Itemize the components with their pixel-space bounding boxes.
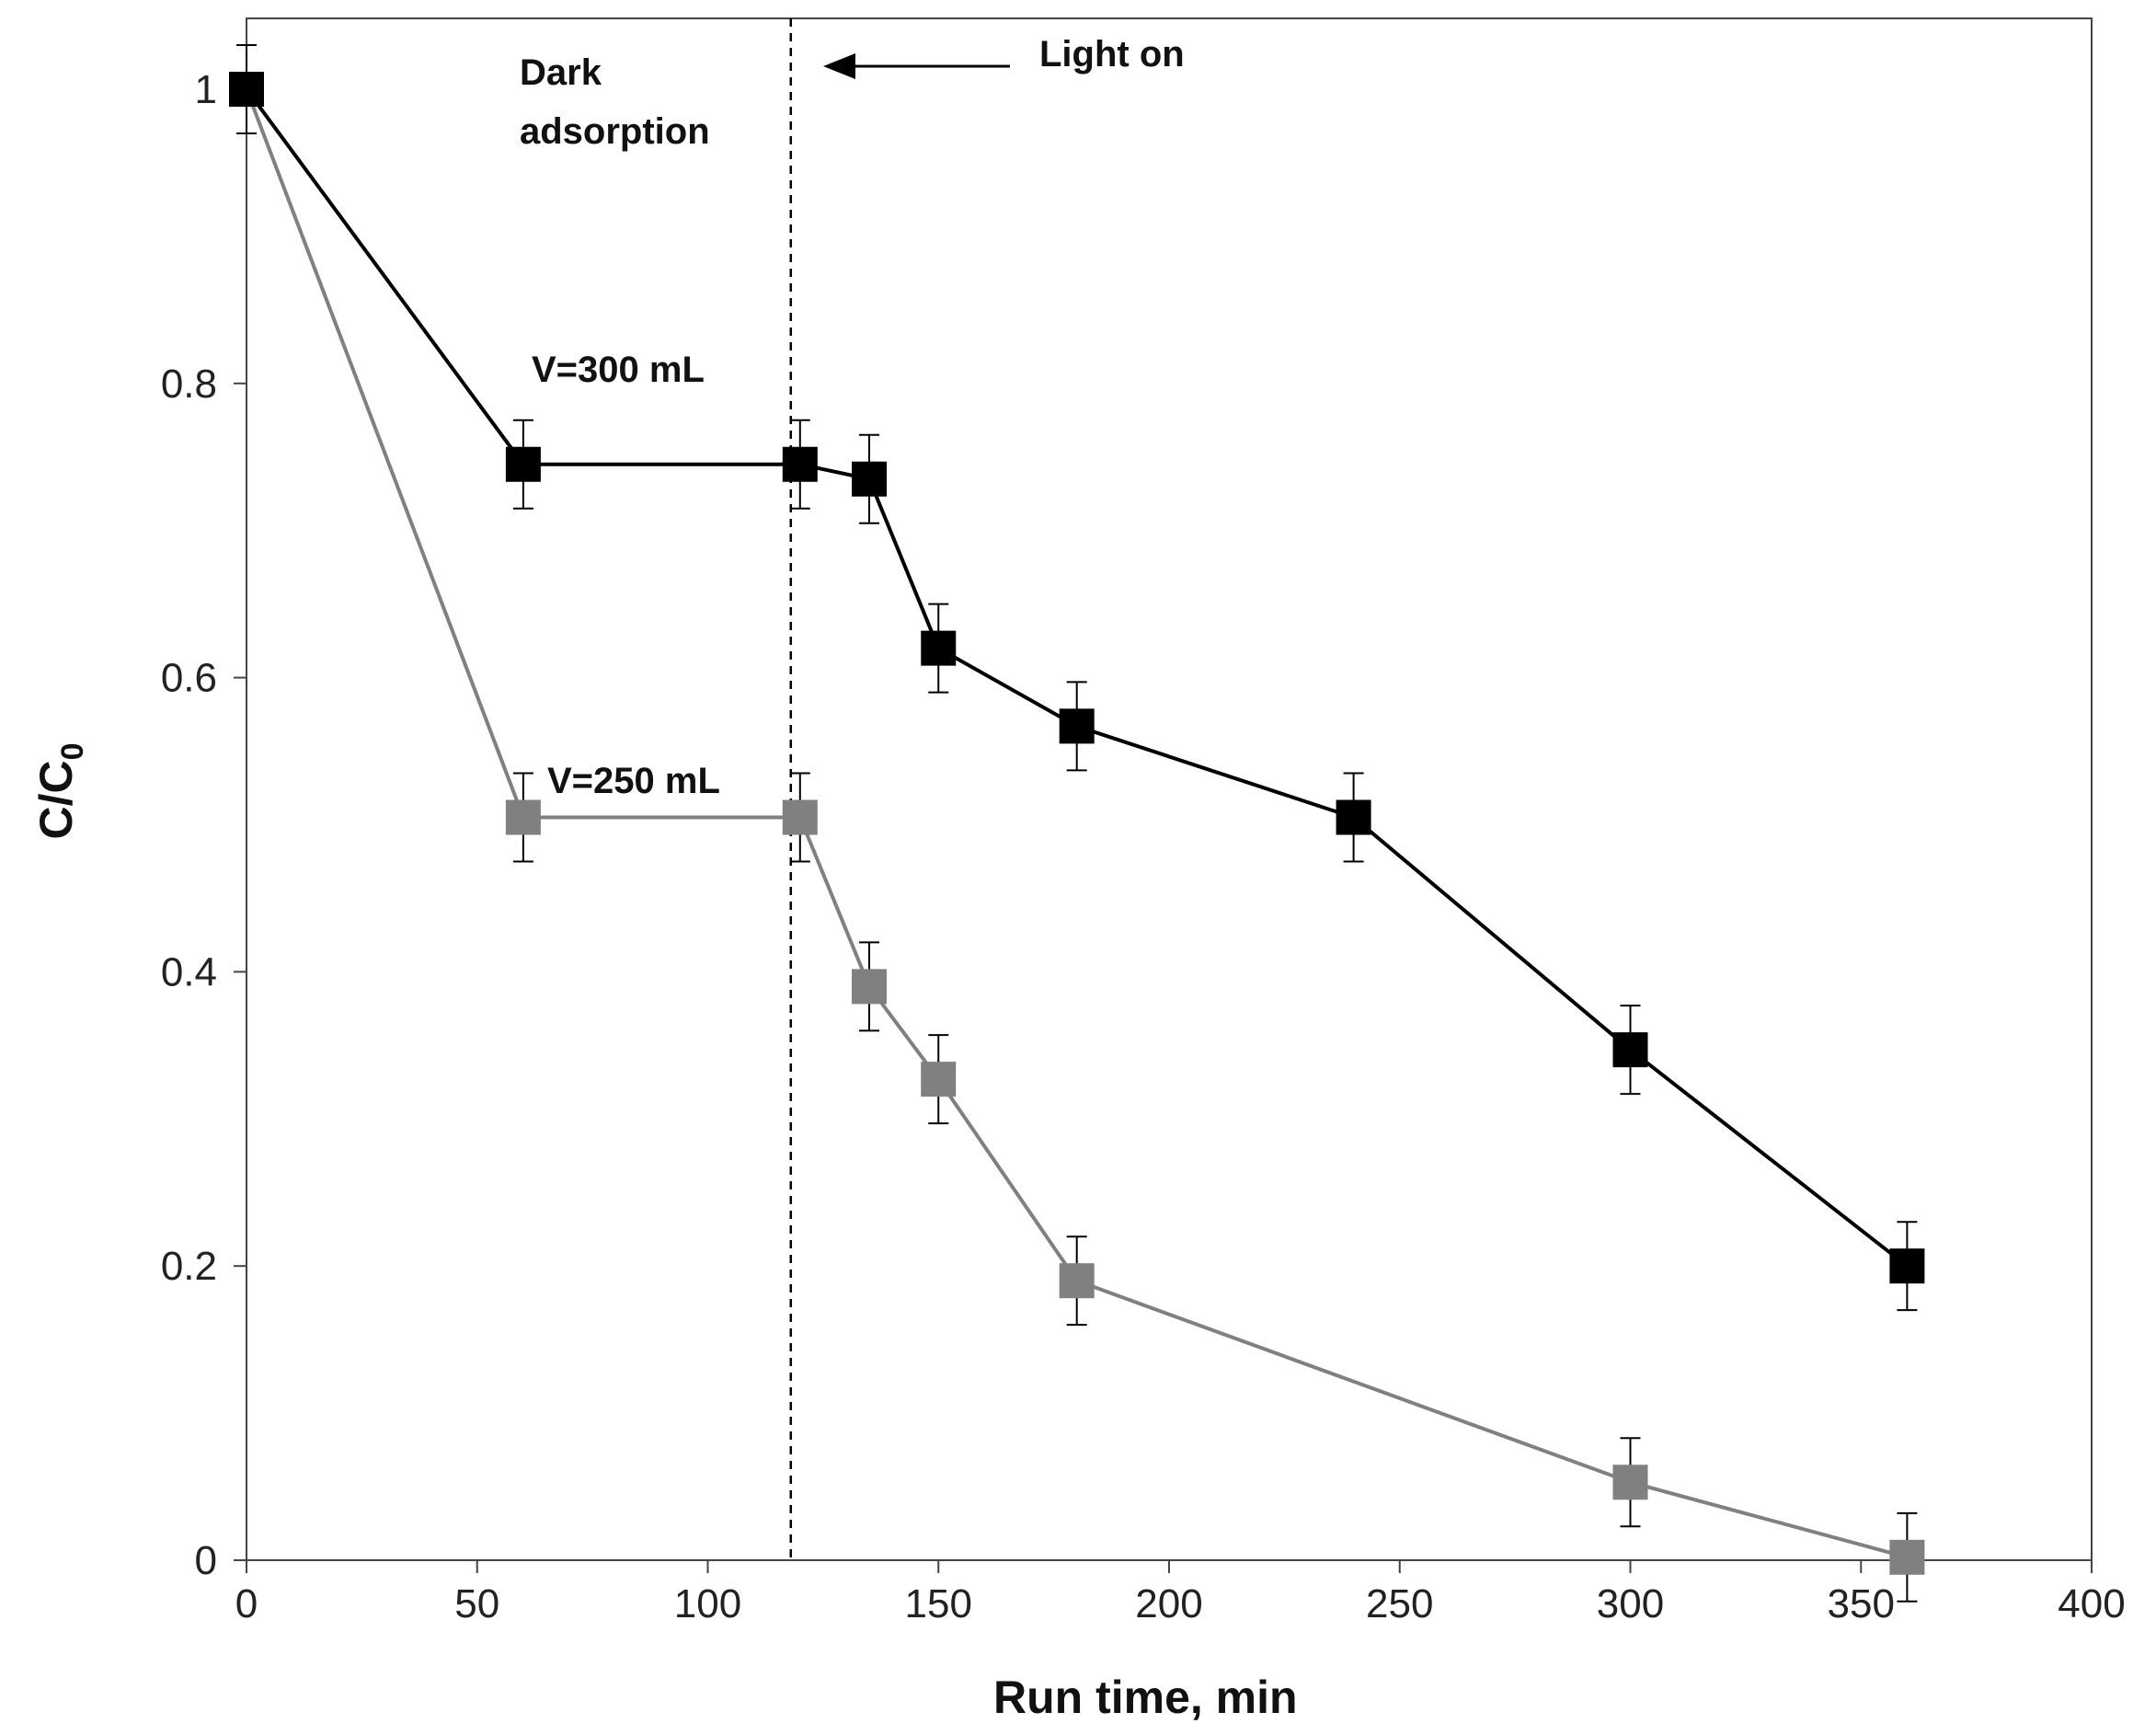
x-tick-label: 350 bbox=[1828, 1581, 1895, 1626]
data-point bbox=[782, 446, 818, 482]
data-point bbox=[1889, 1539, 1925, 1575]
x-tick-label: 0 bbox=[235, 1581, 258, 1626]
y-tick-label: 0.6 bbox=[161, 656, 217, 701]
data-point bbox=[505, 446, 541, 482]
x-tick-label: 50 bbox=[454, 1581, 499, 1626]
data-point bbox=[1059, 708, 1095, 744]
annotation-adsorption: adsorption bbox=[520, 111, 710, 152]
data-point bbox=[1889, 1248, 1925, 1284]
data-point bbox=[921, 1062, 957, 1097]
y-tick-label: 0.2 bbox=[161, 1244, 217, 1289]
label-v300: V=300 mL bbox=[532, 350, 705, 390]
x-tick-label: 100 bbox=[674, 1581, 741, 1626]
data-point bbox=[1612, 1032, 1648, 1068]
label-v250: V=250 mL bbox=[547, 761, 720, 801]
data-point bbox=[1336, 799, 1371, 835]
x-tick-label: 250 bbox=[1366, 1581, 1433, 1626]
annotation-light-on: Light on bbox=[1039, 34, 1185, 75]
axes-layer: 0 50 100 150 200 250 300 350 400 0 0.2 0.4 0.6 0.8 1 bbox=[161, 18, 2126, 1626]
data-point bbox=[505, 799, 541, 835]
x-axis-title: Run time, min bbox=[993, 1672, 1298, 1723]
light-on-arrow bbox=[823, 53, 1010, 79]
y-tick-label: 0.8 bbox=[161, 362, 217, 407]
data-point bbox=[852, 969, 888, 1005]
x-tick-label: 150 bbox=[905, 1581, 972, 1626]
svg-text:C/C0: C/C0 bbox=[30, 742, 90, 839]
series-layer bbox=[229, 44, 1925, 1603]
y-axis-title: C/C0 bbox=[30, 742, 90, 839]
data-point bbox=[782, 799, 818, 835]
annotation-dark: Dark bbox=[520, 52, 602, 93]
series-line bbox=[245, 88, 1908, 1559]
data-point bbox=[1612, 1465, 1648, 1500]
x-tick-label: 400 bbox=[2058, 1581, 2125, 1626]
x-tick-label: 200 bbox=[1135, 1581, 1202, 1626]
data-point bbox=[229, 72, 264, 107]
data-point bbox=[921, 630, 957, 666]
y-tick-label: 0 bbox=[195, 1538, 217, 1583]
series-v-300-ml bbox=[229, 44, 1925, 1312]
series-line bbox=[245, 87, 1909, 1268]
series-v-250-ml bbox=[229, 44, 1925, 1603]
x-tick-label: 300 bbox=[1597, 1581, 1664, 1626]
y-tick-label: 1 bbox=[195, 67, 217, 112]
data-point bbox=[852, 461, 888, 497]
data-point bbox=[1059, 1263, 1095, 1299]
y-tick-label: 0.4 bbox=[161, 949, 217, 994]
